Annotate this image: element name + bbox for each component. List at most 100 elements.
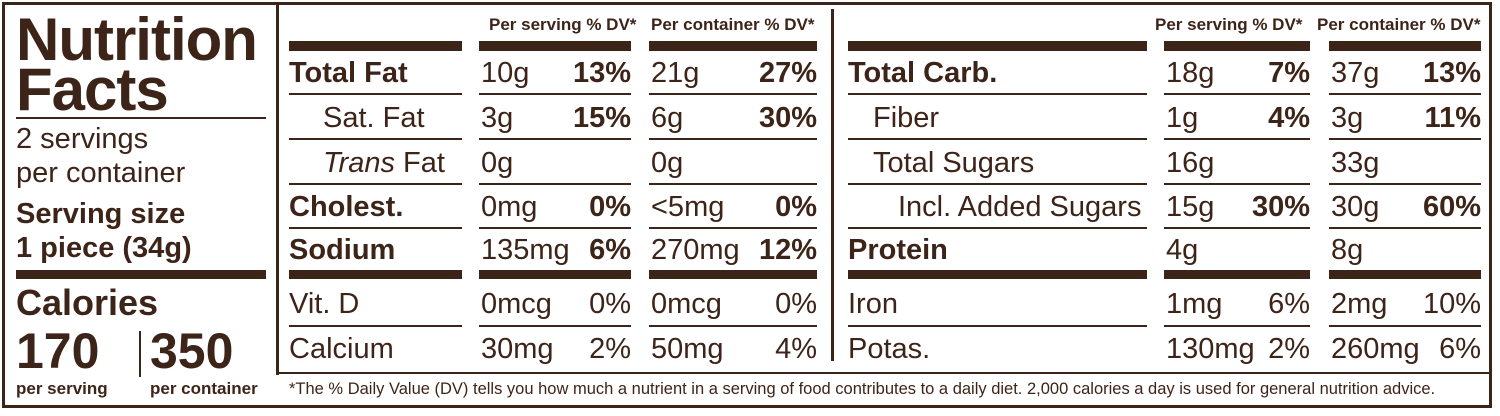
serving-amount: 18g <box>1166 57 1215 89</box>
thick-divider <box>16 270 266 279</box>
serving-dv: 2% <box>589 333 631 365</box>
row-line <box>848 93 1147 95</box>
serving-amount: 15g <box>1166 191 1215 223</box>
row-line <box>479 93 631 95</box>
serving-amount: 135mg <box>481 234 570 266</box>
nutrient-name: Total Carb. <box>848 57 998 89</box>
row-line <box>1329 183 1481 185</box>
nutrient-name: Trans Fat <box>323 146 445 180</box>
row-line <box>649 227 817 229</box>
serving-amount: 130mg <box>1166 333 1255 365</box>
divider <box>16 117 266 119</box>
table-divider <box>831 9 834 361</box>
nutrient-name: Sodium <box>289 234 396 266</box>
container-amount: 270mg <box>651 234 740 266</box>
trans-rest: Fat <box>394 147 445 179</box>
row-line <box>1329 325 1481 327</box>
serving-dv: 30% <box>1251 191 1310 223</box>
serving-amount: 30mg <box>481 333 554 365</box>
thick-bar <box>848 41 1147 51</box>
trans-italic: Trans <box>323 147 395 179</box>
footnote: *The % Daily Value (DV) tells you how mu… <box>289 380 1436 398</box>
container-dv: 0% <box>775 191 817 223</box>
row-line <box>848 138 1147 140</box>
row-line <box>1164 227 1310 229</box>
container-amount: 6g <box>651 102 684 134</box>
right-header-per-serving: Per serving % DV* <box>1155 15 1303 34</box>
container-amount: 260mg <box>1331 333 1420 365</box>
serving-amount: 0mg <box>481 191 538 223</box>
serving-dv: 13% <box>572 57 631 89</box>
serving-size-value: 1 piece (34g) <box>16 232 192 264</box>
left-header-per-serving: Per serving % DV* <box>489 15 637 34</box>
row-line <box>848 325 1147 327</box>
nutrient-name: Iron <box>848 288 898 320</box>
row-line <box>479 183 631 185</box>
nutrient-name: Cholest. <box>289 191 404 223</box>
thick-bar <box>649 270 817 279</box>
row-line <box>649 325 817 327</box>
container-amount: 30g <box>1331 191 1380 223</box>
right-header-per-container: Per container % DV* <box>1317 15 1481 34</box>
serving-dv: 2% <box>1268 333 1310 365</box>
row-line <box>289 93 462 95</box>
row-line <box>1329 93 1481 95</box>
serving-dv: 4% <box>1268 102 1310 134</box>
serving-amount: 1g <box>1166 102 1199 134</box>
serving-amount: 3g <box>481 102 514 134</box>
calories-per-container: 350 <box>150 323 234 379</box>
thick-bar <box>289 41 462 51</box>
container-dv: 0% <box>775 288 817 320</box>
serving-amount: 0g <box>481 147 514 179</box>
container-amount: 0mcg <box>651 288 722 320</box>
thick-bar <box>1164 270 1310 279</box>
serving-dv: 0% <box>589 288 631 320</box>
thick-bar <box>649 41 817 51</box>
thick-bar <box>1329 270 1481 279</box>
row-line <box>1164 93 1310 95</box>
title-facts: Facts <box>16 56 169 123</box>
servings-per-container-2: per container <box>16 157 186 189</box>
nutrition-facts-label: Nutrition Facts 2 servings per container… <box>2 2 1492 408</box>
serving-amount: 10g <box>481 57 530 89</box>
row-line <box>1164 183 1310 185</box>
title-nutrition: Nutrition <box>16 6 258 73</box>
row-line <box>289 138 462 140</box>
container-amount: 37g <box>1331 57 1380 89</box>
container-dv: 12% <box>758 234 817 266</box>
row-line <box>1164 325 1310 327</box>
row-line <box>289 183 462 185</box>
container-amount: 8g <box>1331 234 1364 266</box>
container-dv: 6% <box>1439 333 1481 365</box>
calories-label: Calories <box>16 282 159 323</box>
row-line <box>649 93 817 95</box>
serving-amount: 4g <box>1166 234 1199 266</box>
row-line <box>848 183 1147 185</box>
container-dv: 27% <box>758 57 817 89</box>
row-line <box>479 227 631 229</box>
row-line <box>1329 227 1481 229</box>
row-line <box>289 325 462 327</box>
container-amount: 33g <box>1331 147 1380 179</box>
serving-dv: 15% <box>572 102 631 134</box>
nutrient-name: Fiber <box>873 102 940 134</box>
container-dv: 10% <box>1422 288 1481 320</box>
row-line <box>1329 138 1481 140</box>
row-line <box>1164 138 1310 140</box>
serving-amount: 1mg <box>1166 288 1223 320</box>
footnote-divider <box>276 372 1489 374</box>
nutrient-name: Vit. D <box>289 288 360 320</box>
container-dv: 60% <box>1422 191 1481 223</box>
nutrient-name: Potas. <box>848 333 931 365</box>
nutrient-name: Total Sugars <box>873 147 1035 179</box>
panel-divider <box>276 5 279 375</box>
serving-size-label: Serving size <box>16 198 186 230</box>
serving-amount: 16g <box>1166 147 1215 179</box>
row-line <box>848 227 1147 229</box>
row-line <box>479 325 631 327</box>
container-dv: 4% <box>775 333 817 365</box>
nutrient-name: Sat. Fat <box>323 102 425 134</box>
per-container-label: per container <box>150 379 258 398</box>
container-amount: 0g <box>651 147 684 179</box>
thick-bar <box>289 270 462 279</box>
